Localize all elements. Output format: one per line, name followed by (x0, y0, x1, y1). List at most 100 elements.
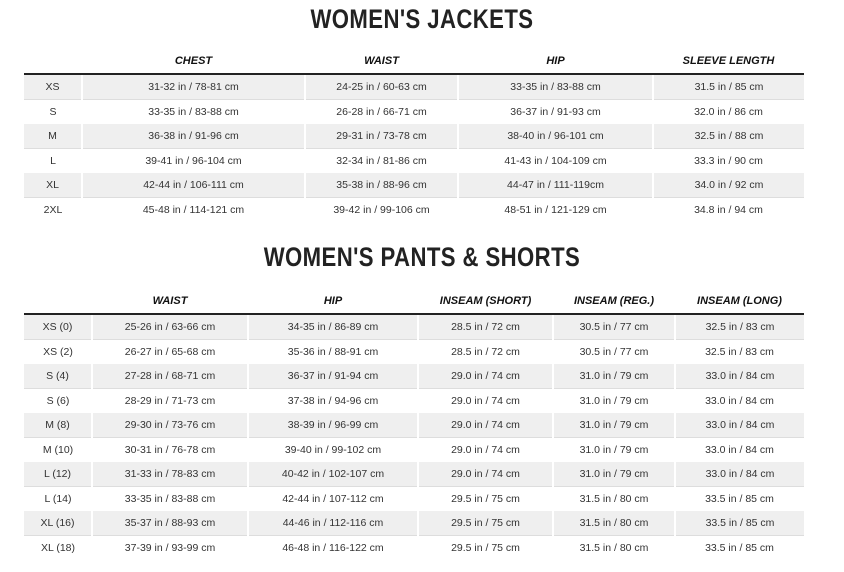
size-label-cell: L (14) (24, 486, 92, 511)
measurement-cell: 36-38 in / 91-96 cm (82, 124, 306, 149)
measurement-cell: 36-37 in / 91-94 cm (248, 364, 419, 389)
measurement-cell: 48-51 in / 121-129 cm (458, 197, 653, 222)
measurement-cell: 33.0 in / 84 cm (675, 364, 804, 389)
column-header: INSEAM (REG.) (553, 288, 675, 315)
measurement-cell: 42-44 in / 106-111 cm (82, 173, 306, 198)
pants-size-table: WAIST HIP INSEAM (SHORT) INSEAM (REG.) INSEA… (24, 288, 804, 560)
size-label-cell: S (4) (24, 364, 93, 389)
pants-title: WOMEN'S PANTS & SHORTS (263, 242, 581, 272)
measurement-cell: 30.5 in / 77 cm (553, 314, 676, 340)
size-label-cell: S (6) (24, 388, 92, 413)
measurement-cell: 29.5 in / 75 cm (418, 486, 553, 511)
measurement-cell: 28-29 in / 71-73 cm (92, 388, 248, 413)
measurement-cell: 26-28 in / 66-71 cm (305, 99, 458, 124)
jackets-size-table: CHEST WAIST HIP SLEEVE LENGTH XS 31-32 in / 7… (24, 48, 804, 222)
size-label-cell: L (24, 148, 82, 173)
measurement-cell: 33.5 in / 85 cm (675, 511, 804, 536)
size-label-cell: M (24, 124, 83, 149)
measurement-cell: 29.0 in / 74 cm (418, 437, 553, 462)
measurement-cell: 37-39 in / 93-99 cm (92, 535, 248, 560)
table-row: L (12) 31-33 in / 78-83 cm 40-42 in / 102-… (24, 462, 804, 487)
measurement-cell: 33.5 in / 85 cm (675, 486, 804, 511)
measurement-cell: 29-30 in / 73-76 cm (92, 413, 249, 438)
measurement-cell: 28.5 in / 72 cm (418, 339, 553, 364)
table-row: S 33-35 in / 83-88 cm 26-28 in / 66-71 cm 3… (24, 99, 804, 124)
column-header: HIP (458, 48, 653, 75)
measurement-cell: 31-33 in / 78-83 cm (92, 462, 249, 487)
measurement-cell: 25-26 in / 63-66 cm (92, 314, 249, 340)
measurement-cell: 26-27 in / 65-68 cm (92, 339, 248, 364)
table-row: M (10) 30-31 in / 76-78 cm 39-40 in / 99-1… (24, 437, 804, 462)
measurement-cell: 30.5 in / 77 cm (553, 339, 675, 364)
measurement-cell: 34-35 in / 86-89 cm (248, 314, 419, 340)
table-row: XL 42-44 in / 106-111 cm 35-38 in / 88-96 … (24, 173, 804, 198)
measurement-cell: 33.0 in / 84 cm (675, 462, 804, 487)
table-row: XL (16) 35-37 in / 88-93 cm 44-46 in / 112… (24, 511, 804, 536)
measurement-cell: 32-34 in / 81-86 cm (305, 148, 458, 173)
measurement-cell: 38-40 in / 96-101 cm (458, 124, 654, 149)
measurement-cell: 37-38 in / 94-96 cm (248, 388, 418, 413)
measurement-cell: 35-37 in / 88-93 cm (92, 511, 249, 536)
table-row: XS (0) 25-26 in / 63-66 cm 34-35 in / 86-8… (24, 314, 804, 340)
measurement-cell: 33.0 in / 84 cm (675, 413, 804, 438)
measurement-cell: 33.5 in / 85 cm (675, 535, 804, 560)
measurement-cell: 32.5 in / 83 cm (675, 339, 804, 364)
table-row: M 36-38 in / 91-96 cm 29-31 in / 73-78 cm 3… (24, 124, 804, 149)
measurement-cell: 29.0 in / 74 cm (418, 388, 553, 413)
column-header: WAIST (305, 48, 458, 75)
measurement-cell: 31.5 in / 80 cm (553, 535, 675, 560)
measurement-cell: 34.0 in / 92 cm (653, 173, 804, 198)
table-row: 2XL 45-48 in / 114-121 cm 39-42 in / 99-10… (24, 197, 804, 222)
measurement-cell: 32.0 in / 86 cm (653, 99, 804, 124)
header-row: WAIST HIP INSEAM (SHORT) INSEAM (REG.) INSEA… (24, 288, 804, 315)
size-label-cell: XL (18) (24, 535, 92, 560)
size-label-cell: XL (24, 173, 83, 198)
column-header: SLEEVE LENGTH (653, 48, 804, 75)
measurement-cell: 40-42 in / 102-107 cm (248, 462, 419, 487)
measurement-cell: 42-44 in / 107-112 cm (248, 486, 418, 511)
measurement-cell: 29.0 in / 74 cm (418, 364, 554, 389)
measurement-cell: 35-36 in / 88-91 cm (248, 339, 418, 364)
column-header: CHEST (82, 48, 305, 75)
table-row: S (6) 28-29 in / 71-73 cm 37-38 in / 94-96… (24, 388, 804, 413)
table-row: M (8) 29-30 in / 73-76 cm 38-39 in / 96-99… (24, 413, 804, 438)
table-row: S (4) 27-28 in / 68-71 cm 36-37 in / 91-94… (24, 364, 804, 389)
size-label-cell: L (12) (24, 462, 93, 487)
measurement-cell: 33-35 in / 83-88 cm (92, 486, 248, 511)
measurement-cell: 29.5 in / 75 cm (418, 511, 554, 536)
measurement-cell: 29-31 in / 73-78 cm (305, 124, 459, 149)
measurement-cell: 31.0 in / 79 cm (553, 462, 676, 487)
measurement-cell: 36-37 in / 91-93 cm (458, 99, 653, 124)
measurement-cell: 31.0 in / 79 cm (553, 413, 676, 438)
table-row: XS 31-32 in / 78-81 cm 24-25 in / 60-63 cm… (24, 74, 804, 100)
measurement-cell: 33-35 in / 83-88 cm (458, 74, 654, 100)
column-header: INSEAM (SHORT) (418, 288, 553, 315)
measurement-cell: 34.8 in / 94 cm (653, 197, 804, 222)
measurement-cell: 31.5 in / 80 cm (553, 486, 675, 511)
jackets-title: WOMEN'S JACKETS (310, 4, 534, 34)
size-label-cell: XL (16) (24, 511, 93, 536)
measurement-cell: 31-32 in / 78-81 cm (82, 74, 306, 100)
column-header: INSEAM (LONG) (675, 288, 804, 315)
measurement-cell: 29.0 in / 74 cm (418, 462, 554, 487)
measurement-cell: 39-42 in / 99-106 cm (305, 197, 458, 222)
measurement-cell: 38-39 in / 96-99 cm (248, 413, 419, 438)
measurement-cell: 46-48 in / 116-122 cm (248, 535, 418, 560)
size-label-cell: M (8) (24, 413, 93, 438)
measurement-cell: 31.5 in / 85 cm (653, 74, 804, 100)
measurement-cell: 28.5 in / 72 cm (418, 314, 554, 340)
measurement-cell: 31.0 in / 79 cm (553, 364, 676, 389)
measurement-cell: 33-35 in / 83-88 cm (82, 99, 305, 124)
measurement-cell: 24-25 in / 60-63 cm (305, 74, 459, 100)
table-row: L (14) 33-35 in / 83-88 cm 42-44 in / 107-… (24, 486, 804, 511)
measurement-cell: 27-28 in / 68-71 cm (92, 364, 249, 389)
size-label-cell: XS (0) (24, 314, 93, 340)
column-header: HIP (248, 288, 418, 315)
column-header (24, 48, 82, 75)
size-label-cell: S (24, 99, 82, 124)
measurement-cell: 41-43 in / 104-109 cm (458, 148, 653, 173)
measurement-cell: 31.0 in / 79 cm (553, 388, 675, 413)
measurement-cell: 31.0 in / 79 cm (553, 437, 675, 462)
table-row: XS (2) 26-27 in / 65-68 cm 35-36 in / 88-9… (24, 339, 804, 364)
column-header: WAIST (92, 288, 248, 315)
